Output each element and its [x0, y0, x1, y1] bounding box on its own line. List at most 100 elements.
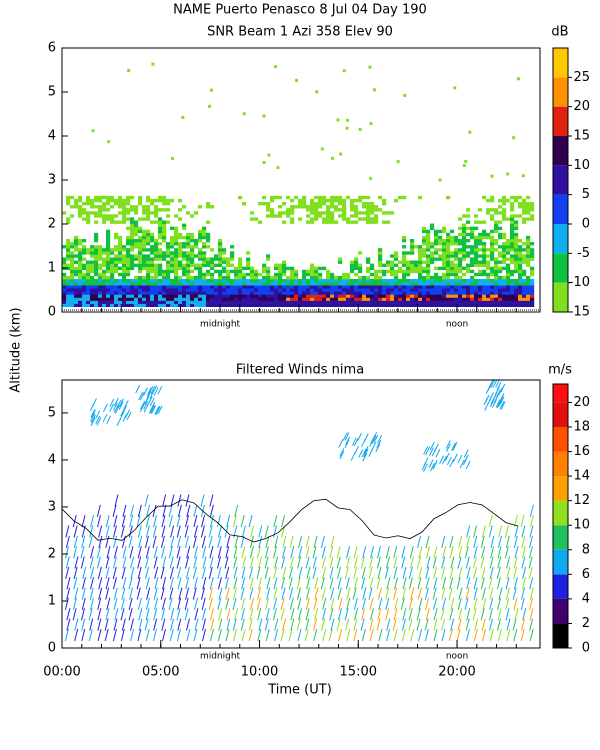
field-cell	[494, 226, 499, 231]
wind-barb	[160, 587, 165, 600]
wind-barb	[192, 535, 197, 548]
field-cell	[174, 232, 179, 237]
field-cell	[426, 263, 431, 267]
wind-barb	[377, 566, 382, 580]
field-cell	[362, 291, 367, 295]
field-cell	[526, 297, 531, 301]
field-cell	[246, 263, 251, 267]
field-cell	[142, 282, 147, 286]
field-cell	[482, 235, 487, 240]
field-cell	[86, 202, 91, 206]
field-cell	[178, 208, 183, 212]
wind-barb	[377, 435, 383, 444]
field-cell	[106, 288, 111, 292]
field-cell	[366, 214, 371, 218]
field-cell	[178, 285, 183, 289]
wind-barb	[152, 525, 157, 538]
field-cell	[482, 248, 487, 252]
wind-barb	[393, 587, 398, 600]
field-cell	[178, 275, 183, 280]
wind-barb	[200, 494, 205, 507]
wind-barb	[233, 577, 238, 590]
field-cell	[170, 294, 175, 298]
field-cell	[502, 232, 507, 237]
field-cell	[190, 303, 195, 308]
field-cell	[450, 238, 455, 243]
field-cell	[442, 245, 447, 249]
field-cell	[142, 291, 147, 295]
wind-barb	[338, 597, 343, 611]
field-cell	[206, 288, 211, 292]
wind-barb	[281, 556, 286, 569]
field-cell	[403, 93, 407, 97]
field-cell	[138, 235, 143, 240]
field-cell	[134, 223, 139, 227]
colorbar-tick-label: 20	[573, 395, 590, 410]
wind-barb	[312, 566, 317, 580]
field-cell	[206, 235, 211, 240]
wind-barb	[522, 608, 527, 621]
field-cell	[370, 263, 375, 267]
field-cell	[294, 291, 299, 295]
field-cell	[102, 303, 107, 308]
wind-barb	[513, 556, 518, 569]
field-cell	[78, 288, 83, 292]
field-cell	[454, 263, 459, 267]
field-cell	[378, 254, 383, 258]
field-cell	[498, 291, 503, 295]
field-cell	[134, 220, 139, 224]
field-cell	[462, 297, 467, 301]
wind-barb	[402, 566, 407, 580]
y-tick-label: 5	[48, 405, 56, 420]
field-cell	[510, 242, 515, 246]
field-cell	[94, 235, 99, 240]
field-cell	[102, 195, 107, 200]
wind-barb	[441, 535, 446, 548]
field-cell	[114, 266, 119, 271]
field-cell	[506, 285, 511, 289]
field-cell	[518, 266, 523, 271]
field-cell	[282, 288, 287, 292]
wind-barb	[393, 556, 398, 569]
field-cell	[142, 248, 147, 252]
field-cell	[202, 288, 207, 292]
field-cell	[130, 297, 135, 301]
field-cell	[398, 294, 403, 298]
wind-barb	[193, 504, 198, 517]
field-cell	[330, 294, 335, 298]
field-cell	[198, 285, 203, 289]
field-cell	[138, 279, 143, 283]
field-cell	[462, 288, 467, 292]
field-cell	[134, 211, 139, 215]
field-cell	[418, 279, 423, 283]
field-cell	[206, 220, 211, 224]
field-cell	[70, 260, 75, 264]
wind-barb	[362, 587, 367, 600]
wind-barb	[298, 566, 303, 580]
field-cell	[514, 251, 519, 255]
field-cell	[66, 263, 71, 267]
field-cell	[98, 198, 103, 203]
field-cell	[502, 235, 507, 240]
wind-barb	[169, 587, 174, 600]
wind-barb	[492, 379, 498, 388]
wind-barb	[217, 525, 222, 538]
field-cell	[106, 303, 111, 308]
field-cell	[326, 220, 331, 224]
field-cell	[406, 291, 411, 295]
field-cell	[518, 288, 523, 292]
field-cell	[314, 266, 319, 271]
field-cell	[458, 251, 463, 255]
field-cell	[342, 208, 347, 212]
field-cell	[410, 238, 415, 243]
field-cell	[314, 195, 319, 200]
wind-barb	[106, 597, 111, 611]
wind-barb	[208, 525, 213, 538]
field-cell	[262, 160, 266, 164]
field-cell	[402, 235, 407, 240]
field-cell	[298, 297, 303, 301]
wind-barb	[336, 566, 341, 580]
wind-barb	[162, 577, 167, 590]
field-cell	[502, 282, 507, 286]
field-cell	[102, 272, 107, 277]
